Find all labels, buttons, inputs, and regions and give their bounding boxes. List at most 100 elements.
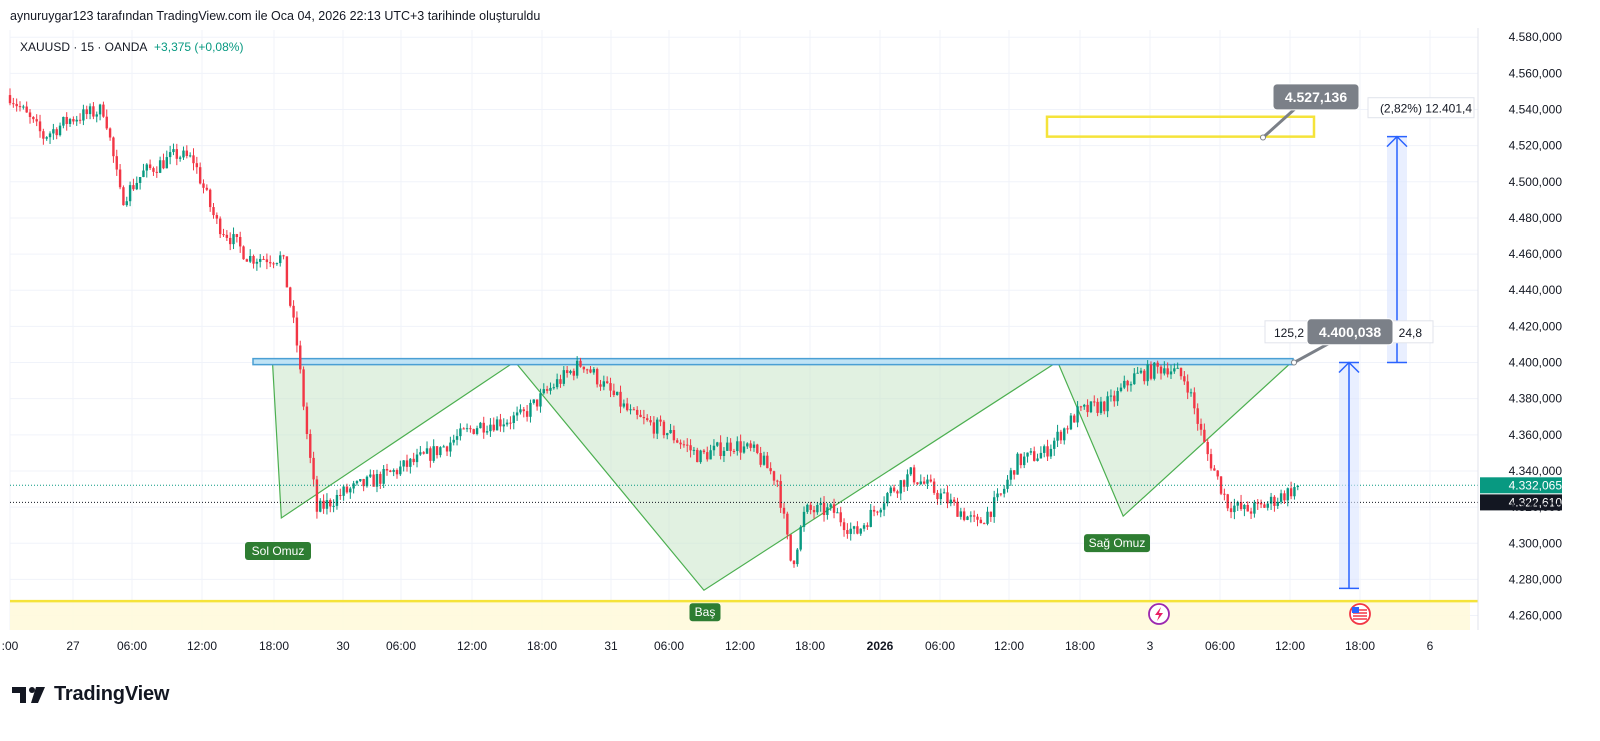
candle-body: [522, 409, 525, 412]
price-tick-label: 4.520,000: [1509, 139, 1563, 153]
candle-body: [582, 366, 586, 370]
entry-stat-right: 24,8: [1399, 326, 1423, 340]
label-head: Baş: [695, 605, 716, 619]
candle-body: [565, 370, 569, 374]
candle-body: [686, 444, 689, 446]
head-and-shoulders-line: [271, 360, 1293, 592]
candle-body: [1053, 440, 1056, 449]
candle-body: [1029, 451, 1033, 453]
candle-body: [1079, 406, 1083, 408]
tradingview-wordmark: TradingView: [54, 683, 170, 705]
candle-body: [1246, 504, 1249, 512]
candle-body: [542, 389, 545, 394]
candle-body: [826, 507, 829, 515]
candle-body: [1256, 502, 1259, 504]
candle-body: [559, 379, 562, 384]
symbol-legend[interactable]: XAUUSD · 15 · OANDA +3,375 (+0,08%): [20, 40, 243, 54]
candle-body: [55, 129, 58, 136]
candle-body: [989, 511, 993, 517]
candle-body: [1223, 493, 1226, 495]
candle-body: [1136, 372, 1139, 374]
candle-body: [882, 503, 886, 510]
candle-body: [696, 449, 699, 463]
candle-body: [509, 422, 512, 424]
candle-body: [555, 379, 559, 388]
candle-body: [72, 119, 75, 122]
candle-body: [412, 458, 415, 463]
price-axis[interactable]: 4.580,000 4.560,000 4.540,000 4.520,000 4.50…: [1477, 28, 1563, 630]
candle-body: [198, 167, 202, 184]
time-axis[interactable]: :00 27 06:00 12:00 18:00 30 06:00 12:00 18:00 31 0…: [2, 639, 1434, 653]
candle-body: [1006, 479, 1009, 489]
candle-body: [856, 526, 859, 534]
candle-body: [726, 442, 729, 451]
candle-body: [85, 109, 88, 115]
candle-body: [182, 150, 185, 158]
candle-body: [48, 133, 52, 138]
tradingview-brand[interactable]: TradingView: [12, 683, 169, 706]
candle-body: [749, 443, 752, 448]
candle-body: [899, 480, 902, 494]
candle-body: [799, 526, 802, 550]
candle-body: [789, 534, 792, 561]
candle-body: [385, 468, 389, 471]
candle-body: [402, 460, 405, 467]
candle-body: [879, 509, 882, 513]
candle-body: [602, 381, 606, 387]
candle-body: [68, 119, 72, 124]
candle-body: [1169, 371, 1173, 375]
candle-body: [912, 467, 916, 483]
candle-body: [539, 393, 542, 407]
candle-body: [62, 116, 65, 126]
candle-body: [218, 218, 222, 235]
candle-body: [709, 450, 712, 460]
candle-body: [1106, 396, 1109, 412]
candle-body: [646, 418, 649, 421]
candle-body: [1066, 428, 1069, 430]
price-tick-label: 4.440,000: [1509, 283, 1563, 297]
candle-body: [996, 493, 999, 498]
candle-body: [78, 119, 82, 121]
candle-body: [892, 487, 896, 492]
candle-body: [999, 493, 1003, 495]
time-tick-label: 18:00: [259, 639, 289, 653]
candle-body: [299, 345, 302, 370]
candle-body: [906, 474, 909, 487]
entry-stat-left: 125,2: [1274, 326, 1304, 340]
candle-body: [796, 549, 799, 565]
candle-body: [859, 528, 862, 534]
target-price-callout-bg: [1272, 83, 1360, 111]
candle-body: [962, 511, 966, 520]
label-head-bg: [689, 603, 721, 622]
candle-body: [992, 497, 996, 517]
candle-body: [1273, 496, 1276, 506]
candle-body: [972, 515, 976, 517]
candle-body: [22, 106, 25, 108]
candle-body: [175, 149, 179, 159]
price-tick-label: 4.560,000: [1509, 66, 1563, 80]
candle-body: [1103, 401, 1106, 412]
candle-body: [1283, 493, 1286, 501]
candle-body: [809, 504, 812, 510]
price-tick-label: 4.260,000: [1509, 609, 1563, 623]
candle-body: [816, 504, 819, 513]
candle-body: [525, 411, 529, 417]
candle-body: [215, 215, 219, 219]
candle-body: [776, 480, 779, 482]
candle-body: [926, 479, 929, 484]
candle-body: [1229, 508, 1233, 513]
price-tick-label: 4.400,000: [1509, 356, 1563, 370]
candle-body: [1269, 496, 1273, 504]
candle-body: [609, 383, 612, 391]
candle-body: [756, 444, 759, 453]
candle-body: [272, 263, 275, 265]
candle-body: [976, 516, 979, 520]
candle-body: [936, 492, 939, 500]
candle-body: [1056, 431, 1059, 441]
price-tick-label: 4.280,000: [1509, 572, 1563, 586]
time-tick-label: 2026: [867, 639, 894, 653]
candle-body: [949, 499, 953, 504]
candle-body: [886, 493, 889, 504]
price-line-tag: [1480, 494, 1562, 511]
